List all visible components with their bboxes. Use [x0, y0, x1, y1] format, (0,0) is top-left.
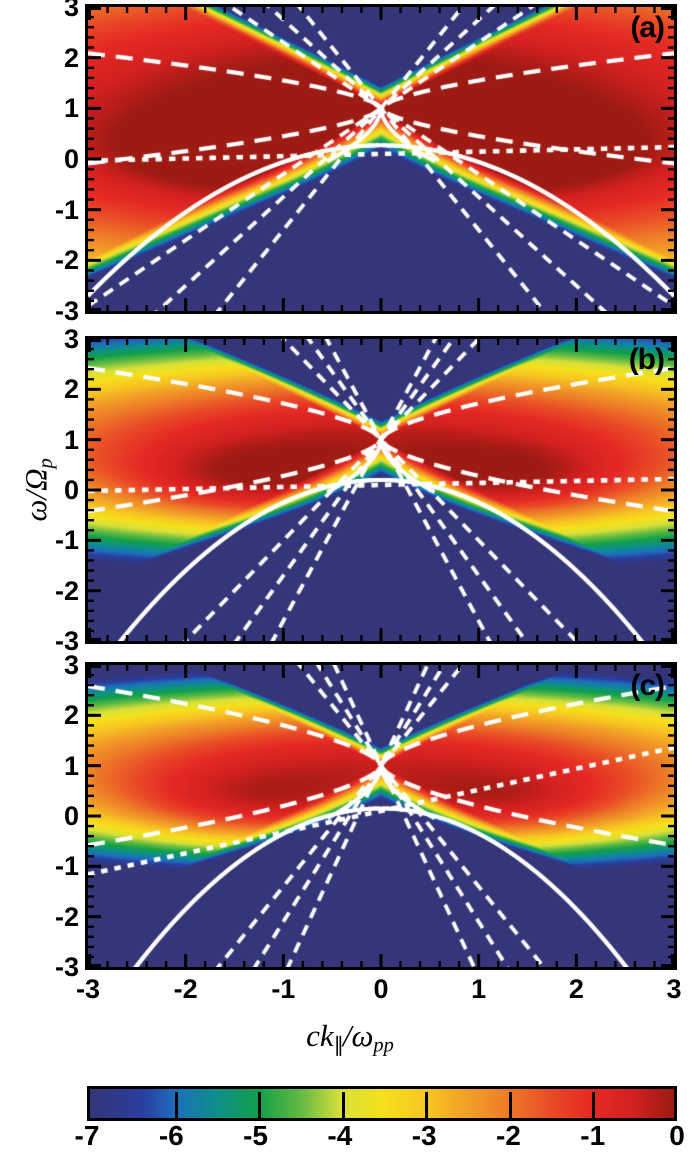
y-axis-title-omega-cap: Ω — [18, 468, 54, 491]
colorbar-tick-label: -5 — [243, 1120, 269, 1151]
x-axis-title-sub: pp — [373, 1034, 394, 1057]
y-tick-label: -3 — [54, 952, 79, 982]
y-tick-label: 2 — [63, 42, 79, 73]
colorbar-group — [87, 1086, 677, 1121]
y-tick-label: 3 — [63, 650, 79, 680]
y-tick-label: 0 — [63, 144, 79, 174]
y-tick-label: 3 — [63, 0, 79, 22]
panel-a-heatmap — [88, 7, 674, 311]
x-axis-title-c: c — [306, 1018, 320, 1053]
y-tick-label: -2 — [54, 575, 79, 606]
colorbar-gradient — [90, 1089, 674, 1118]
x-axis-title-k: k — [319, 1018, 334, 1053]
y-tick-label: -2 — [54, 901, 79, 932]
x-tick-label: 1 — [471, 974, 487, 1004]
panel-b: (b) — [85, 336, 677, 644]
x-tick-label: 0 — [373, 974, 389, 1004]
y-tick-label: 0 — [63, 475, 79, 505]
x-axis-title: ck∥/ωpp — [0, 1018, 700, 1058]
y-tick-label: -1 — [54, 525, 79, 556]
y-axis-title-sub: p — [34, 458, 57, 469]
panel-a: (a) — [85, 4, 677, 314]
colorbar-tick-label: -1 — [580, 1120, 606, 1151]
colorbar-divider — [592, 1092, 596, 1121]
y-tick-label: 1 — [63, 750, 79, 781]
colorbar — [87, 1086, 677, 1121]
x-tick-label: -1 — [271, 974, 296, 1004]
y-tick-label: 3 — [63, 324, 79, 354]
colorbar-divider — [174, 1092, 178, 1121]
panel-c-heatmap — [88, 665, 674, 967]
y-tick-label: 1 — [63, 424, 79, 455]
y-tick-label: 0 — [63, 801, 79, 831]
colorbar-tick-label: -4 — [327, 1120, 353, 1151]
y-tick-label: -2 — [54, 245, 79, 276]
x-tick-label: -2 — [173, 974, 198, 1004]
colorbar-tick-label: -7 — [74, 1120, 100, 1151]
x-axis-title-slash: / — [342, 1018, 352, 1053]
x-tick-label: 2 — [568, 974, 584, 1004]
y-tick-label: -3 — [54, 296, 79, 326]
y-axis-title-omega: ω — [18, 499, 54, 522]
x-tick-label: -3 — [75, 974, 100, 1004]
colorbar-divider — [425, 1092, 429, 1121]
y-tick-label: 1 — [63, 93, 79, 124]
y-axis-title: ω/Ωp — [18, 430, 58, 550]
colorbar-tick-label: -6 — [158, 1120, 184, 1151]
y-axis-title-slash: / — [18, 490, 54, 500]
panel-b-heatmap — [88, 339, 674, 641]
y-tick-label: -1 — [54, 194, 79, 225]
panel-c-label: (c) — [630, 669, 665, 702]
y-tick-label: 2 — [63, 700, 79, 731]
y-tick-label: -3 — [54, 626, 79, 656]
x-axis-title-omega: ω — [351, 1018, 374, 1053]
colorbar-tick-label: -2 — [495, 1120, 521, 1151]
y-tick-label: 2 — [63, 374, 79, 405]
panel-b-label: (b) — [628, 343, 665, 376]
colorbar-divider — [341, 1092, 345, 1121]
colorbar-tick-label: 0 — [669, 1120, 685, 1151]
panel-a-label: (a) — [630, 11, 665, 44]
x-tick-label: 3 — [666, 974, 682, 1004]
colorbar-divider — [508, 1092, 512, 1121]
y-tick-label: -1 — [54, 851, 79, 882]
x-axis-title-parallel: ∥ — [333, 1034, 344, 1057]
colorbar-divider — [258, 1092, 262, 1121]
colorbar-tick-label: -3 — [411, 1120, 437, 1151]
panel-c: (c) — [85, 662, 677, 970]
